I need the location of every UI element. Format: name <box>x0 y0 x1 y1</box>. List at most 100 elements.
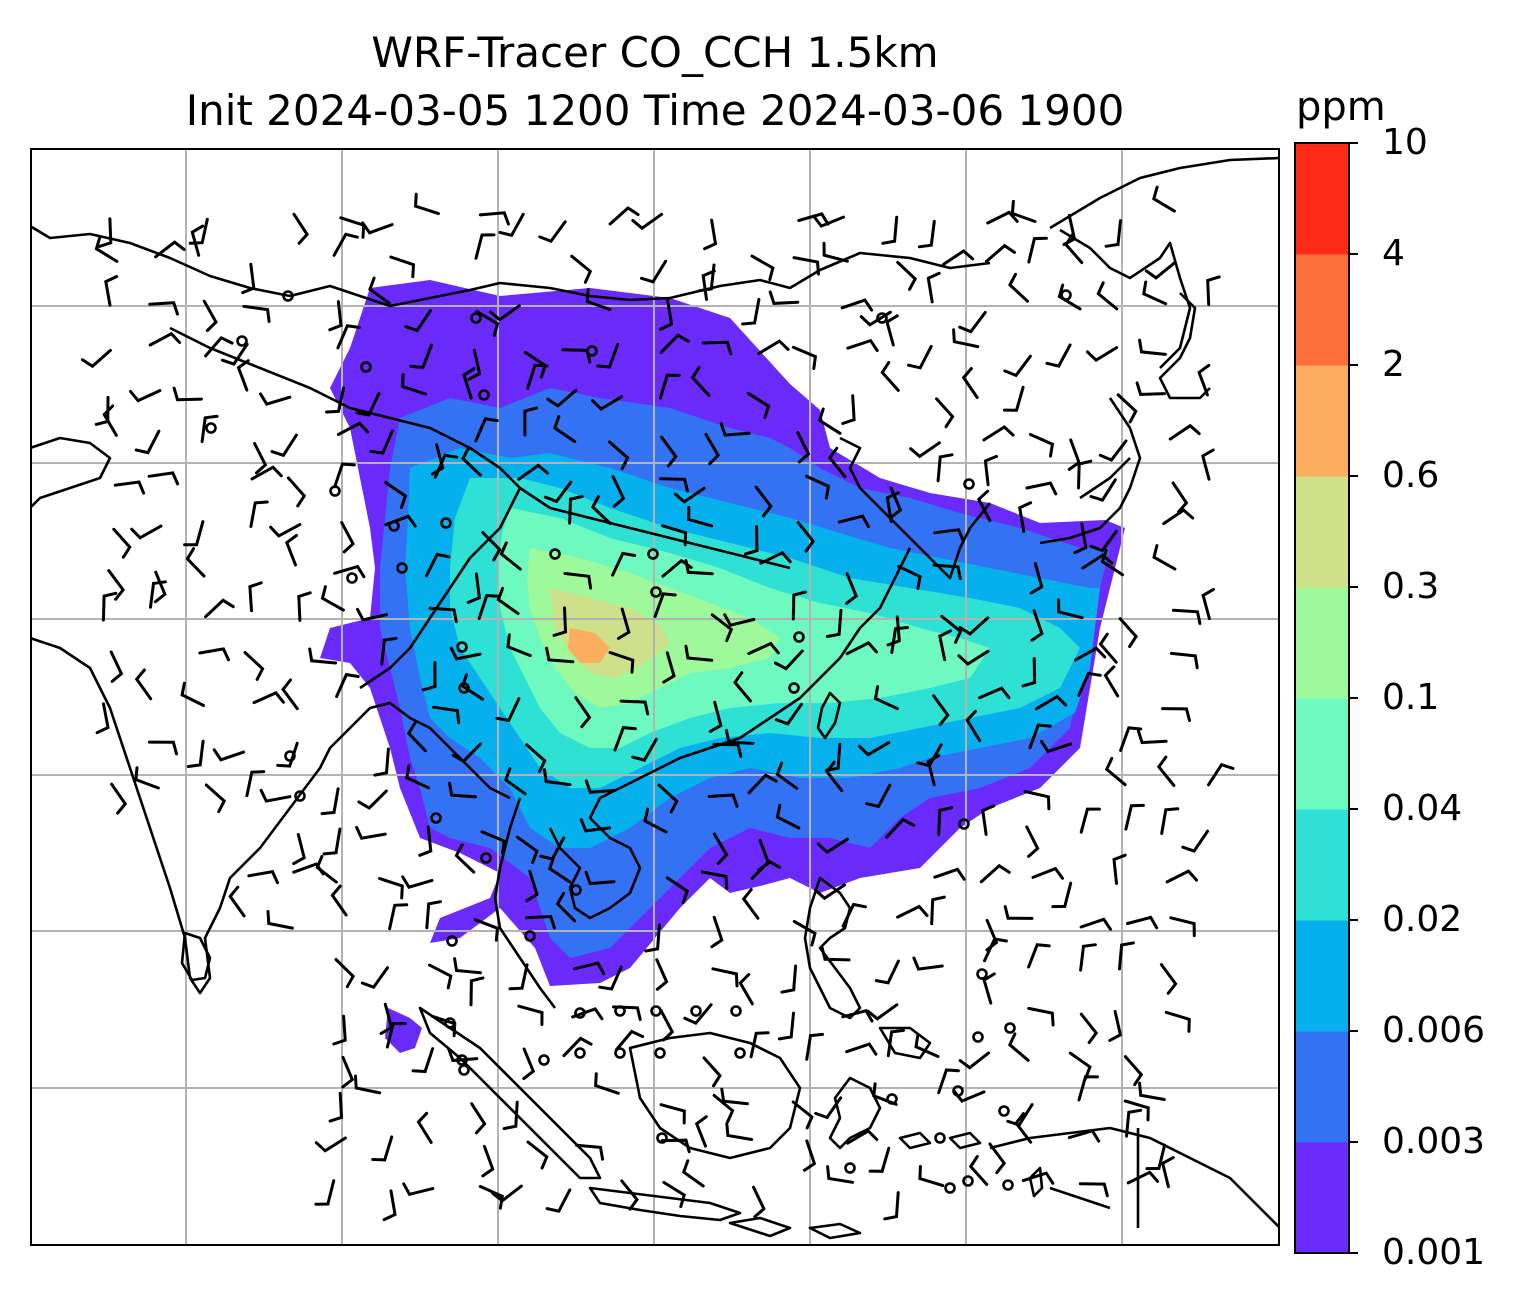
wind-barb <box>561 348 592 364</box>
wind-barb <box>598 965 623 991</box>
wind-barb <box>1025 481 1058 496</box>
wind-barb <box>658 373 681 400</box>
wind-barb <box>462 367 476 400</box>
wind-barb <box>937 806 954 836</box>
wind-barb <box>454 843 476 874</box>
wind-barb <box>817 407 842 435</box>
wind-barb <box>866 1003 899 1021</box>
wind-barb <box>428 606 458 624</box>
calm-wind-circle <box>236 335 248 347</box>
wind-barb <box>620 1179 639 1211</box>
wind-barb <box>791 345 818 370</box>
wind-barb <box>1126 915 1159 930</box>
wind-barb <box>430 443 445 476</box>
wind-barb <box>1104 219 1122 248</box>
wind-barb <box>548 855 572 884</box>
wind-barb <box>777 1011 795 1041</box>
wind-barb <box>608 206 640 226</box>
wind-barb <box>1021 657 1037 688</box>
wind-barb <box>496 586 520 615</box>
wind-barb <box>314 1179 336 1206</box>
wind-barb <box>773 649 804 671</box>
wind-barb <box>747 773 778 795</box>
wind-barb <box>1079 807 1101 834</box>
wind-barbs <box>80 185 1235 1222</box>
wind-barb <box>684 559 714 576</box>
wind-barb <box>660 1138 691 1154</box>
wind-barb <box>1067 438 1081 471</box>
wind-barb <box>480 830 506 855</box>
wind-barb <box>543 480 573 504</box>
wind-barb <box>1085 346 1119 362</box>
wind-barb <box>1169 651 1199 670</box>
wind-barb <box>451 742 482 764</box>
wind-barb <box>332 1014 347 1046</box>
wind-barb <box>574 696 592 729</box>
wind-barb <box>896 260 918 291</box>
wind-barb <box>612 1005 642 1021</box>
calm-wind-circle <box>654 1047 666 1059</box>
wind-barb <box>341 1055 355 1089</box>
wind-barb <box>1118 617 1138 648</box>
calm-wind-circle <box>458 1064 470 1076</box>
calm-wind-circle <box>574 1047 586 1059</box>
calm-wind-circle <box>944 1182 956 1194</box>
wind-barb <box>107 569 125 601</box>
calm-wind-circle <box>446 935 458 947</box>
wind-barb <box>933 528 965 543</box>
wind-barb <box>883 1191 900 1221</box>
wind-barb <box>617 607 631 640</box>
wind-barb <box>330 884 348 917</box>
wind-barb <box>1007 1032 1030 1062</box>
wind-barb <box>1201 587 1215 621</box>
wind-barb <box>1142 280 1168 306</box>
wind-barb <box>792 256 820 276</box>
wind-barb <box>212 748 246 762</box>
wind-barb <box>681 1159 705 1188</box>
wind-barb <box>780 964 798 994</box>
wind-barb <box>701 340 733 356</box>
wind-barb <box>259 788 292 803</box>
wind-barb <box>988 1142 1007 1175</box>
colorbar-segment <box>1295 587 1349 699</box>
wind-barb <box>357 789 388 810</box>
wind-barb <box>495 697 521 723</box>
wind-barb <box>243 651 265 681</box>
wind-barb <box>1077 671 1102 697</box>
map-panel[interactable] <box>30 148 1280 1246</box>
wind-barb <box>1003 905 1034 920</box>
wind-barb <box>562 1036 593 1058</box>
wind-barb <box>1112 853 1127 885</box>
wind-barb <box>1159 963 1178 995</box>
wind-barb <box>1051 881 1073 909</box>
wind-barb <box>1057 598 1084 620</box>
wind-barb <box>965 709 982 743</box>
wind-barb <box>826 1165 854 1184</box>
wind-barb <box>228 885 246 918</box>
wind-barb <box>1077 459 1093 490</box>
wind-barb <box>385 1022 407 1049</box>
wind-barb <box>918 1165 945 1188</box>
wind-barb <box>749 1031 770 1059</box>
map-title-line2: Init 2024-03-05 1200 Time 2024-03-06 190… <box>185 86 1125 135</box>
wind-barb <box>683 1003 713 1026</box>
wind-barb <box>841 394 856 425</box>
wind-barb <box>720 1087 749 1106</box>
calm-wind-circle <box>793 631 805 643</box>
wind-barb <box>328 300 343 332</box>
wind-barb <box>885 491 900 523</box>
wind-barb <box>1197 363 1211 397</box>
wind-barb <box>1079 943 1097 972</box>
wind-barb <box>570 254 593 284</box>
colorbar-tick-label: 10 <box>1382 122 1428 163</box>
wind-barb <box>659 299 674 331</box>
wind-barb <box>418 825 433 857</box>
wind-barb <box>502 1100 519 1131</box>
wind-barb <box>430 1014 457 1038</box>
wind-barb <box>1073 646 1107 662</box>
wind-barb <box>546 388 578 408</box>
wind-barb <box>1089 478 1117 502</box>
calm-wind-circle <box>972 1031 984 1043</box>
wind-barb <box>245 770 266 798</box>
wind-barb <box>147 471 180 486</box>
